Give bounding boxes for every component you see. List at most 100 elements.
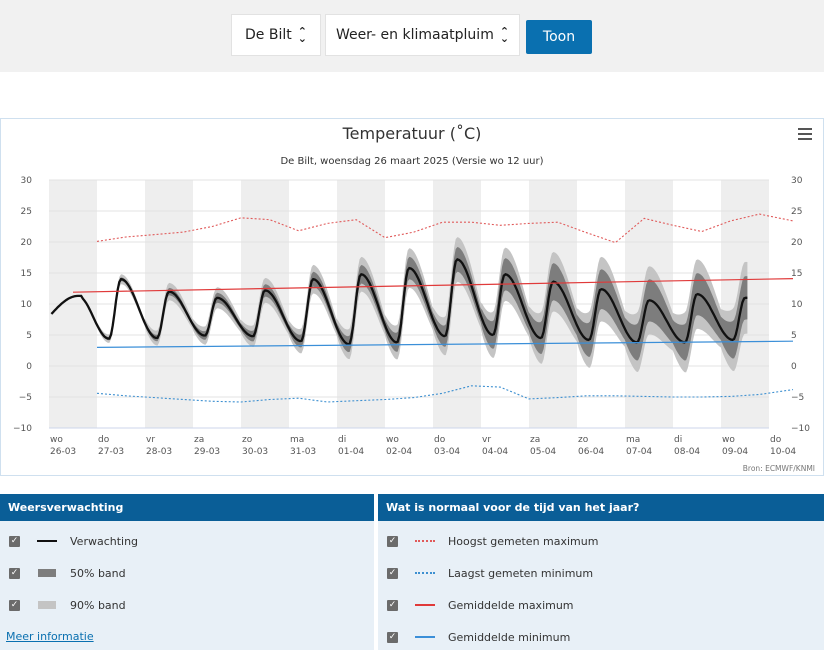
x-tick-date: 29-03 (194, 447, 220, 457)
product-select-label: Weer- en klimaatpluim (335, 27, 494, 43)
legend-label-record-min: Laagst gemeten minimum (448, 566, 594, 580)
x-tick-date: 10-04 (770, 447, 796, 457)
y-tick-label: 30 (21, 176, 33, 186)
legend-row-forecast[interactable]: ✓ Verwachting (0, 531, 138, 551)
x-tick-date: 03-04 (434, 447, 460, 457)
x-tick-day: vr (482, 435, 491, 445)
dotted-red-line-icon (414, 535, 436, 547)
more-info-link[interactable]: Meer informatie (6, 630, 94, 643)
y-tick-label: 10 (21, 300, 33, 310)
y-tick-label: 5 (26, 331, 32, 341)
location-select[interactable]: De Bilt ⌃ ⌄ (231, 14, 321, 56)
checkbox-checked-icon[interactable]: ✓ (387, 599, 398, 611)
mean-max-line (72, 278, 794, 293)
temperature-chart: 30 30 25 25 20 20 15 15 10 10 5 5 0 0 −5 −5 −10 −10 wo 26-0… (13, 124, 815, 473)
x-tick-day: ma (626, 435, 640, 445)
solid-line-icon (36, 535, 58, 547)
x-tick-day: vr (146, 435, 155, 445)
x-tick-day: di (338, 435, 346, 445)
legend-label-forecast: Verwachting (70, 534, 139, 548)
x-tick-day: do (98, 435, 110, 445)
y-tick-label-right: −10 (791, 424, 810, 434)
chevron-updown-icon: ⌃ ⌄ (297, 25, 307, 45)
chart-credit: Bron: ECMWF/KNMI (743, 464, 815, 473)
x-tick-date: 06-04 (578, 447, 604, 457)
checkbox-checked-icon[interactable]: ✓ (9, 535, 20, 547)
legend-normal-header: Wat is normaal voor de tijd van het jaar… (378, 494, 824, 521)
legend-row-record-max[interactable]: ✓ Hoogst gemeten maximum (378, 531, 598, 551)
x-tick-day: za (194, 435, 204, 445)
legend-row-record-min[interactable]: ✓ Laagst gemeten minimum (378, 563, 593, 583)
product-select[interactable]: Weer- en klimaatpluim ⌃ ⌄ (325, 14, 520, 56)
y-tick-label: 0 (26, 362, 32, 372)
x-tick-day: wo (386, 435, 399, 445)
chart-subtitle: De Bilt, woensdag 26 maart 2025 (Versie … (280, 156, 543, 167)
legend-row-mean-min[interactable]: ✓ Gemiddelde minimum (378, 627, 570, 647)
x-tick-date: 02-04 (386, 447, 412, 457)
legend-label-band50: 50% band (70, 566, 126, 580)
forecast-line (50, 258, 748, 346)
y-tick-label-right: −5 (791, 393, 804, 403)
x-tick-date: 01-04 (338, 447, 364, 457)
y-tick-label-right: 30 (791, 176, 803, 186)
x-tick-day: do (770, 435, 782, 445)
dotted-blue-line-icon (414, 567, 436, 579)
y-tick-label-right: 5 (791, 331, 797, 341)
toon-button[interactable]: Toon (526, 20, 592, 54)
legend-label-record-max: Hoogst gemeten maximum (448, 534, 599, 548)
legend-forecast-panel: Weersverwachting ✓ Verwachting ✓ 50% ban… (0, 494, 374, 650)
x-tick-day: di (674, 435, 682, 445)
x-tick-date: 07-04 (626, 447, 652, 457)
legend-forecast-header: Weersverwachting (0, 494, 374, 521)
legend-label-mean-min: Gemiddelde minimum (448, 630, 571, 644)
checkbox-checked-icon[interactable]: ✓ (9, 567, 20, 579)
checkbox-checked-icon[interactable]: ✓ (387, 631, 398, 643)
x-tick-date: 27-03 (98, 447, 124, 457)
x-tick-date: 05-04 (530, 447, 556, 457)
legend-row-mean-max[interactable]: ✓ Gemiddelde maximum (378, 595, 574, 615)
record-min-line (96, 385, 794, 403)
chart-title: Temperatuur (˚C) (342, 124, 482, 143)
legend-row-band90[interactable]: ✓ 90% band (0, 595, 126, 615)
y-tick-label: −5 (19, 393, 32, 403)
location-select-label: De Bilt (245, 27, 292, 43)
solid-red-line-icon (414, 599, 436, 611)
checkbox-checked-icon[interactable]: ✓ (9, 599, 20, 611)
x-tick-day: za (530, 435, 540, 445)
x-tick-day: do (434, 435, 446, 445)
chevron-updown-icon: ⌃ ⌄ (499, 25, 510, 45)
x-tick-date: 09-04 (722, 447, 748, 457)
x-tick-date: 08-04 (674, 447, 700, 457)
record-max-line (96, 213, 794, 244)
x-tick-day: wo (50, 435, 63, 445)
x-tick-date: 26-03 (50, 447, 76, 457)
x-tick-date: 04-04 (482, 447, 508, 457)
solid-blue-line-icon (414, 631, 436, 643)
legend-label-band90: 90% band (70, 598, 126, 612)
x-tick-date: 30-03 (242, 447, 268, 457)
y-tick-label-right: 15 (791, 269, 802, 279)
y-tick-label: 15 (21, 269, 32, 279)
x-tick-day: wo (722, 435, 735, 445)
checkbox-checked-icon[interactable]: ✓ (387, 567, 398, 579)
band50-swatch-icon (36, 567, 58, 579)
checkbox-checked-icon[interactable]: ✓ (387, 535, 398, 547)
legend-row-band50[interactable]: ✓ 50% band (0, 563, 126, 583)
legend-label-mean-max: Gemiddelde maximum (448, 598, 574, 612)
x-tick-day: ma (290, 435, 304, 445)
band90-swatch-icon (36, 599, 58, 611)
y-tick-label: 20 (21, 238, 33, 248)
y-tick-label-right: 20 (791, 238, 803, 248)
y-tick-label: −10 (13, 424, 32, 434)
y-tick-label-right: 25 (791, 207, 802, 217)
y-tick-label-right: 0 (791, 362, 797, 372)
y-tick-label: 25 (21, 207, 32, 217)
y-tick-label-right: 10 (791, 300, 803, 310)
mean-min-line (96, 340, 794, 348)
legend-normal-panel: Wat is normaal voor de tijd van het jaar… (378, 494, 824, 650)
x-tick-date: 31-03 (290, 447, 316, 457)
x-tick-day: zo (242, 435, 253, 445)
x-tick-day: zo (578, 435, 589, 445)
menu-icon[interactable] (798, 128, 812, 140)
x-tick-date: 28-03 (146, 447, 172, 457)
